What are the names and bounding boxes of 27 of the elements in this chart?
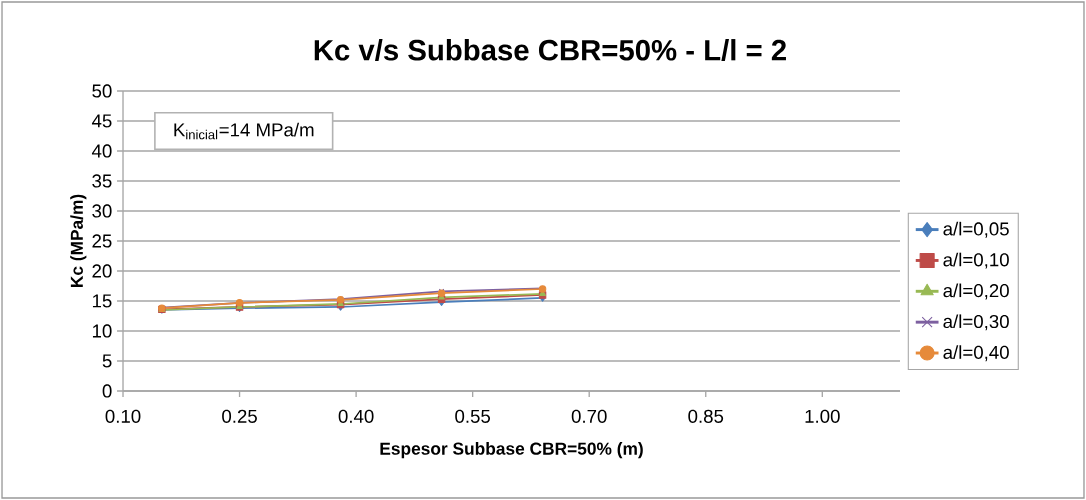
y-tick-label: 20	[92, 264, 112, 278]
y-tick-label: 10	[92, 324, 112, 338]
legend-label: a/l=0,40	[943, 345, 1009, 362]
legend-label: a/l=0,05	[943, 221, 1009, 238]
chart-title: Kc v/s Subbase CBR=50% - L/l = 2	[314, 39, 786, 61]
y-tick-label: 50	[92, 84, 112, 98]
x-tick-label: 1.00	[805, 409, 840, 423]
y-axis-title: Kc (MPa/m)	[70, 194, 87, 288]
y-tick-label: 40	[91, 144, 112, 158]
legend-label: a/l=0,10	[943, 252, 1009, 269]
y-tick-label: 25	[92, 234, 112, 248]
x-tick-label: 0.55	[455, 409, 491, 423]
x-tick-label: 0.10	[105, 409, 141, 423]
legend-label: a/l=0,30	[943, 314, 1009, 331]
x-tick-label: 0.25	[222, 409, 257, 423]
y-tick-label: 15	[92, 294, 112, 308]
x-tick-label: 0.40	[338, 409, 374, 423]
annotation: K$_{inicial}$=14 MPa/m	[174, 122, 314, 140]
y-tick-label: 0	[102, 384, 112, 398]
x-tick-label: 0.70	[571, 409, 607, 423]
y-tick-label: 5	[102, 354, 112, 368]
y-tick-label: 30	[92, 204, 112, 218]
x-axis-title: Espesor Subbase CBR=50% (m)	[380, 442, 643, 459]
legend-label: a/l=0,20	[943, 283, 1009, 300]
y-tick-label: 35	[92, 174, 112, 188]
y-tick-label: 45	[91, 114, 112, 128]
x-tick-label: 0.85	[688, 409, 724, 423]
